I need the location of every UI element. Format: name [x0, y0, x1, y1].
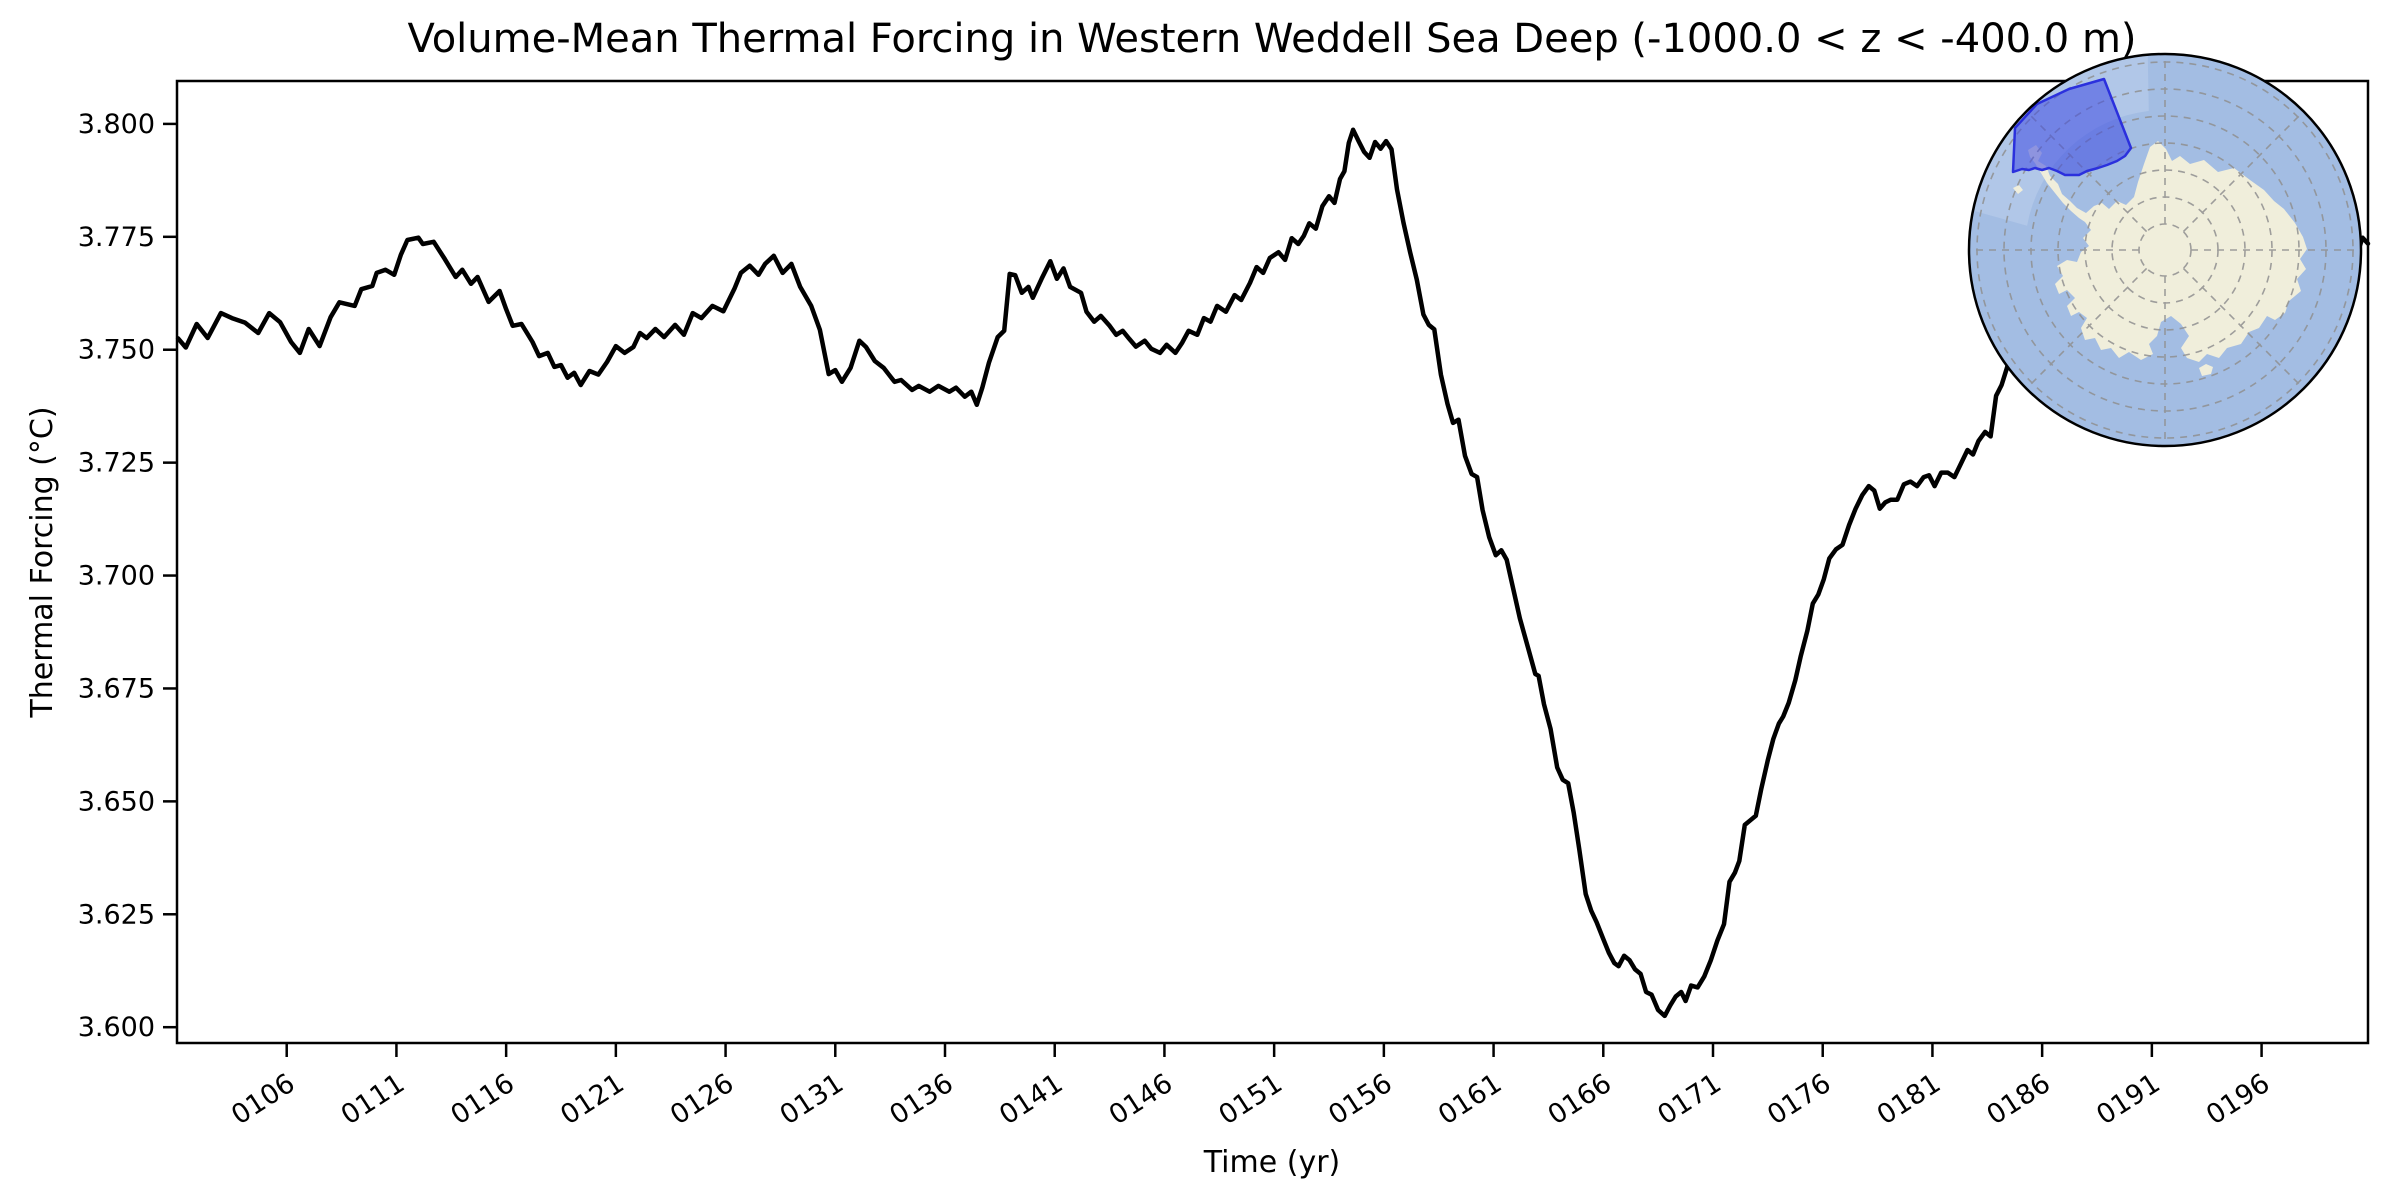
- x-tick-label: 0141: [994, 1068, 1069, 1131]
- thermal-forcing-line: [175, 127, 2371, 1019]
- x-tick-label: 0121: [555, 1068, 630, 1131]
- x-tick-label: 0136: [884, 1068, 959, 1131]
- map-island: [2013, 185, 2023, 194]
- x-tick-label: 0151: [1213, 1068, 1288, 1131]
- y-tick-label: 3.750: [78, 335, 155, 366]
- y-axis-ticks: 3.600 3.625 3.650 3.675 3.700 3.725 3.750 3.775…: [78, 109, 177, 1043]
- plot-border: [175, 79, 2370, 1045]
- x-tick-label: 0111: [336, 1068, 411, 1131]
- x-tick-label: 0196: [2201, 1068, 2276, 1131]
- x-tick-label: 0171: [1652, 1068, 1727, 1131]
- x-tick-label: 0106: [226, 1068, 301, 1131]
- map-border-circle: [1967, 52, 2363, 448]
- antarctica-inset-map: [1967, 52, 2363, 448]
- x-tick-label: 0176: [1762, 1068, 1837, 1131]
- y-tick-label: 3.700: [78, 561, 155, 592]
- x-tick-label: 0156: [1323, 1068, 1398, 1131]
- y-tick-label: 3.800: [78, 109, 155, 140]
- x-tick-label: 0126: [665, 1068, 740, 1131]
- x-tick-label: 0161: [1433, 1068, 1508, 1131]
- x-axis-ticks: 0106 0111 0116 0121 0126 0131 0136 0141 0146 0151…: [226, 1043, 2275, 1131]
- x-tick-label: 0181: [1872, 1068, 1947, 1131]
- x-tick-label: 0166: [1543, 1068, 1618, 1131]
- y-tick-label: 3.725: [78, 448, 155, 479]
- x-tick-label: 0116: [445, 1068, 520, 1131]
- y-tick-label: 3.650: [78, 786, 155, 817]
- antarctica-landmass: [2028, 141, 2307, 362]
- y-tick-label: 3.675: [78, 673, 155, 704]
- chart-title: Volume-Mean Thermal Forcing in Western W…: [407, 16, 2136, 62]
- y-axis-label: Thermal Forcing (°C): [25, 406, 60, 718]
- data-series-polyline: [175, 127, 2371, 1019]
- study-region-polygon: [2011, 77, 2133, 177]
- x-tick-label: 0146: [1104, 1068, 1179, 1131]
- map-island: [2199, 364, 2213, 376]
- y-tick-label: 3.600: [78, 1012, 155, 1043]
- x-tick-label: 0186: [1981, 1068, 2056, 1131]
- x-tick-label: 0131: [775, 1068, 850, 1131]
- x-tick-label: 0191: [2091, 1068, 2166, 1131]
- x-axis-label: Time (yr): [1203, 1145, 1340, 1180]
- y-tick-label: 3.775: [78, 222, 155, 253]
- y-tick-label: 3.625: [78, 899, 155, 930]
